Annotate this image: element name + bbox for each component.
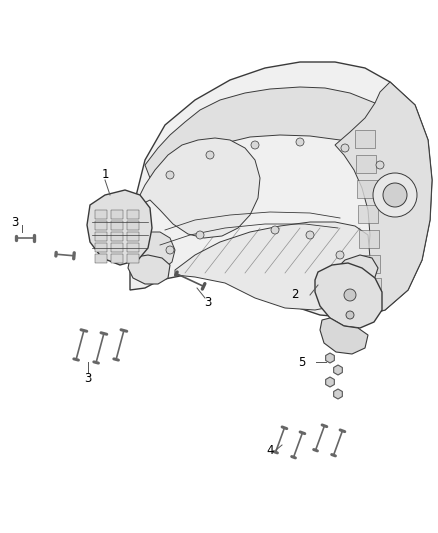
Text: 3: 3 xyxy=(204,295,212,309)
Polygon shape xyxy=(320,318,368,354)
Polygon shape xyxy=(111,232,123,241)
Circle shape xyxy=(166,171,174,179)
Circle shape xyxy=(383,183,407,207)
Polygon shape xyxy=(334,365,343,375)
Circle shape xyxy=(373,173,417,217)
Polygon shape xyxy=(95,243,107,252)
Circle shape xyxy=(196,231,204,239)
Polygon shape xyxy=(358,205,378,223)
Polygon shape xyxy=(357,180,377,198)
Polygon shape xyxy=(334,389,343,399)
Circle shape xyxy=(296,138,304,146)
Polygon shape xyxy=(356,155,376,173)
Polygon shape xyxy=(127,210,139,219)
Circle shape xyxy=(271,226,279,234)
Circle shape xyxy=(306,231,314,239)
Polygon shape xyxy=(127,232,139,241)
Polygon shape xyxy=(111,254,123,263)
Circle shape xyxy=(206,151,214,159)
Polygon shape xyxy=(315,263,382,328)
Text: 1: 1 xyxy=(101,168,109,182)
Circle shape xyxy=(166,246,174,254)
Polygon shape xyxy=(127,221,139,230)
Text: 4: 4 xyxy=(266,443,274,456)
Circle shape xyxy=(376,161,384,169)
Polygon shape xyxy=(95,232,107,241)
Polygon shape xyxy=(111,243,123,252)
Polygon shape xyxy=(130,232,175,272)
Text: 5: 5 xyxy=(298,356,306,368)
Text: 3: 3 xyxy=(11,215,19,229)
Polygon shape xyxy=(326,353,334,363)
Circle shape xyxy=(341,144,349,152)
Text: 3: 3 xyxy=(84,372,92,384)
Polygon shape xyxy=(326,377,334,387)
Polygon shape xyxy=(130,62,432,318)
Polygon shape xyxy=(359,230,379,248)
Polygon shape xyxy=(128,255,170,284)
Polygon shape xyxy=(127,243,139,252)
Circle shape xyxy=(344,289,356,301)
Polygon shape xyxy=(145,87,425,195)
Polygon shape xyxy=(355,130,375,148)
Polygon shape xyxy=(111,221,123,230)
Circle shape xyxy=(251,141,259,149)
Polygon shape xyxy=(95,221,107,230)
Polygon shape xyxy=(95,210,107,219)
Circle shape xyxy=(336,251,344,259)
Polygon shape xyxy=(340,255,378,285)
Circle shape xyxy=(346,311,354,319)
Text: 2: 2 xyxy=(291,288,299,302)
Polygon shape xyxy=(111,210,123,219)
Polygon shape xyxy=(95,254,107,263)
Polygon shape xyxy=(175,222,370,310)
Polygon shape xyxy=(87,190,152,265)
Polygon shape xyxy=(127,254,139,263)
Polygon shape xyxy=(361,278,381,296)
Polygon shape xyxy=(135,138,260,238)
Polygon shape xyxy=(335,82,432,318)
Polygon shape xyxy=(360,255,380,273)
